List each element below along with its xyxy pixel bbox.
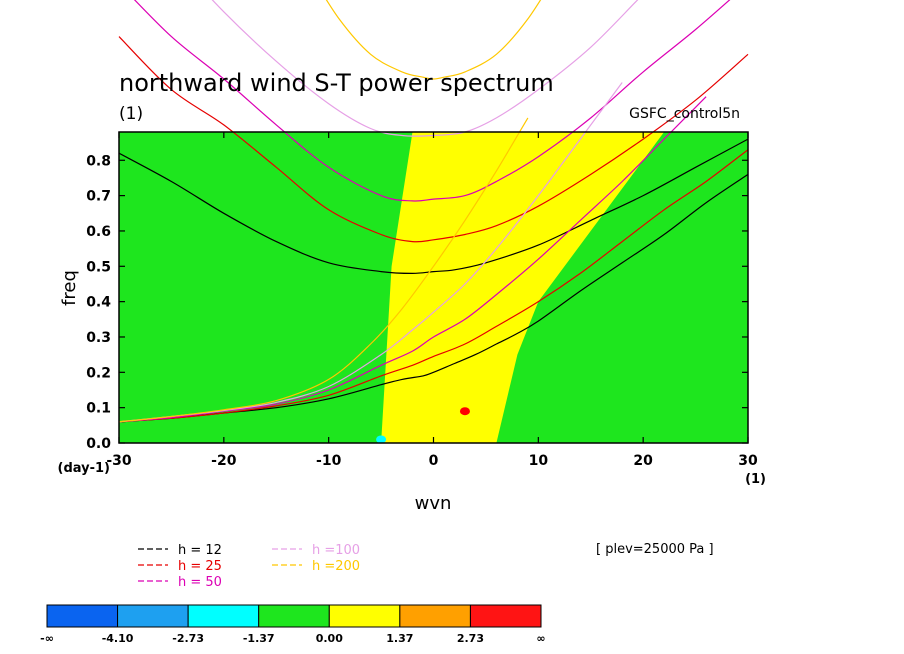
colorbar-label: 0.00 (316, 632, 343, 645)
x-tick-label: -30 (106, 453, 132, 469)
curve-kelvin-h50 (119, 132, 672, 423)
x-unit-label: (1) (745, 472, 766, 487)
y-tick-label: 0.0 (86, 436, 111, 452)
curve-wig-h50-overflow (133, 0, 731, 132)
x-tick-label: 20 (633, 453, 653, 469)
colorbar-label: 1.37 (386, 632, 413, 645)
chart-title: northward wind S-T power spectrum (119, 69, 554, 97)
x-tick-label: 10 (529, 453, 549, 469)
legend-label: h = 50 (178, 575, 222, 590)
colorbar-label: 2.73 (457, 632, 484, 645)
colorbar-swatch (469, 604, 542, 628)
dispersion-curves (119, 0, 748, 423)
colorbar-label: ∞ (536, 632, 545, 645)
y-tick-label: 0.6 (86, 224, 111, 240)
y-tick-label: 0.2 (86, 365, 111, 381)
x-tick-label: -20 (211, 453, 237, 469)
curve-kelvin-h12 (119, 173, 748, 423)
colorbar-label: -2.73 (172, 632, 204, 645)
colorbar-label: -1.37 (243, 632, 275, 645)
legend-label: h = 25 (178, 559, 222, 574)
curve-kelvin-h100 (119, 132, 587, 423)
y-tick-label: 0.1 (86, 401, 111, 417)
hotspots (376, 407, 470, 443)
dispersion-curves-overflow (118, 0, 749, 132)
colorbar-swatch (258, 604, 330, 628)
curve-wig-h12 (119, 138, 748, 275)
colorbar-swatch (399, 604, 471, 628)
y-tick-label: 0.8 (86, 153, 111, 169)
colorbar-swatch (187, 604, 260, 628)
colorbar: -∞ -4.10 -2.73 -1.37 0.00 1.37 2.73 ∞ (40, 604, 546, 645)
curve-wig-h200 (308, 0, 560, 79)
legend-item: h = 50 (138, 575, 222, 590)
curve-kelvin-h200 (119, 132, 521, 423)
curve-kelvin-h25 (119, 149, 748, 423)
legend-item: h = 12 (138, 543, 222, 558)
y-tick-label: 0.3 (86, 330, 111, 346)
y-tick-label: 0.5 (86, 259, 111, 275)
y-unit-label: (day-1) (58, 461, 110, 476)
hotspot-0 (459, 407, 470, 416)
curve-wig-h25 (232, 132, 655, 243)
legend-label: h =100 (312, 543, 360, 558)
plot-area (119, 0, 748, 443)
level-note: [ plev=25000 Pa ] (596, 542, 714, 557)
x-axis: -30 -20 -10 0 10 20 30 (106, 132, 758, 469)
legend-item: h =200 (272, 559, 360, 574)
legend-label: h = 12 (178, 543, 222, 558)
x-tick-label: 0 (429, 453, 439, 469)
hotspot-1 (376, 435, 387, 443)
y-tick-label: 0.7 (86, 189, 111, 205)
curve-wig-h200-overflow (325, 0, 542, 80)
x-axis-label: wvn (415, 493, 452, 514)
legend-item: h = 25 (138, 559, 222, 574)
chart-subtitle-right: GSFC_control5n (629, 106, 740, 122)
x-tick-label: -10 (316, 453, 342, 469)
colorbar-swatch (46, 604, 119, 628)
legend-item: h =100 (272, 543, 360, 558)
curve-wig-h50 (283, 132, 574, 202)
legend-label: h =200 (312, 559, 360, 574)
curve-wig-h100-overflow (211, 0, 639, 132)
chart-subtitle-left: (1) (119, 104, 143, 124)
y-axis: 0.0 0.1 0.2 0.3 0.4 0.5 0.6 0.7 0.8 (86, 153, 748, 452)
colorbar-swatch (328, 604, 401, 628)
colorbar-swatch (117, 604, 189, 628)
colorbar-label: -4.10 (102, 632, 134, 645)
x-tick-label: 30 (738, 453, 758, 469)
y-tick-label: 0.4 (86, 295, 111, 311)
y-axis-label: freq (59, 270, 80, 306)
colorbar-label: -∞ (40, 632, 54, 645)
